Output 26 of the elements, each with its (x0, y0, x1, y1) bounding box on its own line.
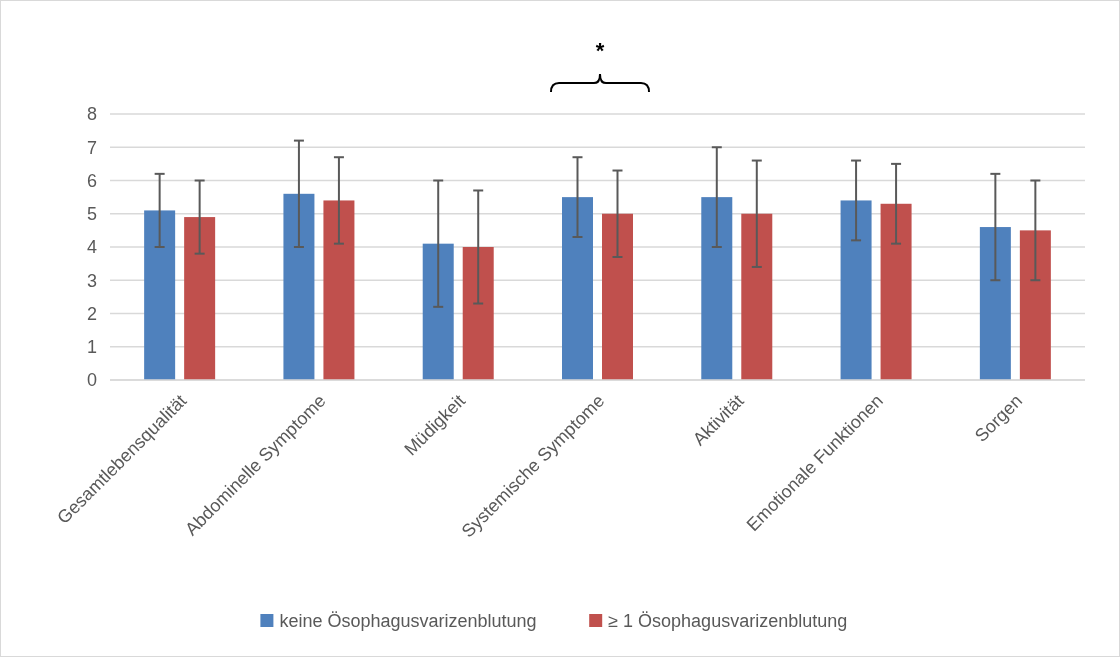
bar (979, 227, 1011, 380)
y-tick-label: 4 (86, 237, 98, 258)
bar (462, 247, 494, 380)
bar (840, 200, 872, 380)
bar (144, 210, 176, 380)
legend-label: ≥ 1 Ösophagusvarizenblutung (608, 611, 848, 632)
bar (701, 197, 733, 380)
bar (323, 200, 355, 380)
y-tick-label: 6 (86, 170, 98, 191)
bar (184, 217, 216, 380)
y-tick-label: 8 (86, 104, 98, 125)
bar (741, 213, 773, 380)
text: * (595, 38, 605, 63)
y-tick-label: 0 (86, 370, 98, 391)
y-tick-label: 1 (86, 337, 98, 358)
y-tick-label: 2 (86, 303, 98, 324)
legend-label: keine Ösophagusvarizenblutung (279, 611, 537, 632)
y-tick-label: 5 (86, 204, 98, 225)
bar (1019, 230, 1051, 380)
y-tick-label: 7 (86, 137, 98, 158)
bar (283, 193, 315, 380)
bar (602, 213, 633, 380)
bar (562, 197, 593, 380)
y-tick-label: 3 (86, 270, 98, 291)
bar (880, 203, 912, 380)
bar (422, 243, 454, 380)
